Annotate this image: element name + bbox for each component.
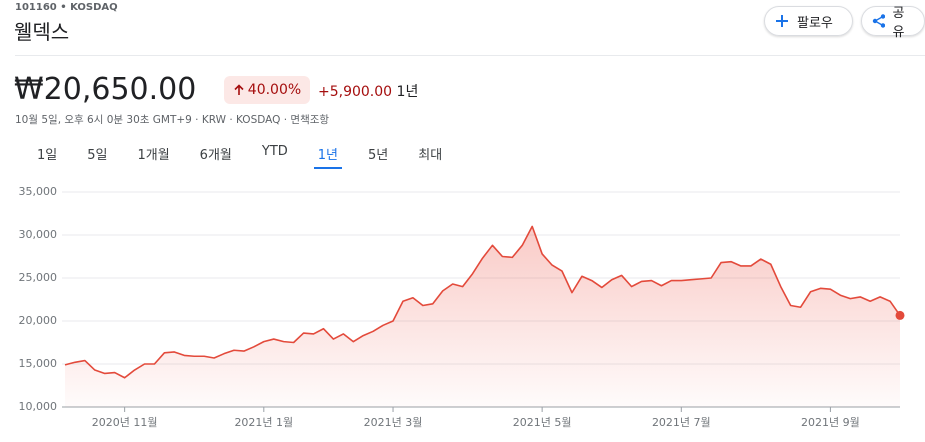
x-tick-label: 2020년 11월: [92, 416, 158, 429]
x-tick-label: 2021년 5월: [513, 416, 572, 429]
change-period: 1년: [396, 84, 419, 100]
follow-label: 팔로우: [797, 15, 833, 31]
change-badge: 40.00%: [224, 76, 310, 104]
change-row: +5,900.00 1년: [318, 81, 418, 101]
range-tab[interactable]: 최대: [418, 148, 443, 163]
x-tick-label: 2021년 3월: [364, 416, 423, 429]
range-tab[interactable]: YTD: [261, 144, 288, 159]
disclaimer-link[interactable]: 면책조항: [290, 114, 330, 126]
plus-icon: [776, 15, 788, 27]
y-tick-label: 15,000: [19, 357, 58, 370]
range-tab[interactable]: 1일: [37, 148, 58, 163]
x-tick-label: 2021년 1월: [234, 416, 293, 429]
up-arrow: [234, 84, 244, 95]
quote-info: 10월 5일, 오후 6시 0분 30초 GMT+9 · KRW · KOSDA…: [15, 112, 329, 127]
change-value: +5,900.00: [318, 84, 393, 100]
chart: 10,000 15,000 20,000 25,000 30,000 35,000 2020…: [19, 185, 905, 429]
range-tabs: 1일 5일 1개월 6개월 YTD 1년 5년 최대: [22, 144, 457, 169]
y-tick-label: 20,000: [19, 314, 58, 327]
stock-name: 웰덱스: [14, 20, 70, 44]
range-tab[interactable]: 6개월: [199, 148, 232, 163]
x-tick-label: 2021년 9월: [801, 416, 860, 429]
range-tab[interactable]: 5년: [368, 148, 389, 163]
share-icon: [872, 14, 885, 28]
change-percent: 40.00%: [247, 82, 302, 98]
last-point: [895, 310, 905, 320]
price-line: [64, 225, 901, 379]
y-tick-label: 25,000: [19, 271, 58, 284]
range-tab[interactable]: 1년: [313, 144, 343, 169]
price: ₩20,650.00: [14, 72, 197, 107]
range-tab[interactable]: 5일: [87, 148, 108, 163]
info-text: 10월 5일, 오후 6시 0분 30초 GMT+9 · KRW · KOSDA…: [15, 114, 288, 126]
y-tick-label: 30,000: [19, 228, 58, 241]
divider: [15, 55, 925, 56]
range-tab[interactable]: 1개월: [137, 148, 170, 163]
x-tick-label: 2021년 7월: [652, 416, 711, 429]
y-tick-label: 35,000: [19, 185, 58, 198]
share-label: 공유: [892, 6, 905, 40]
ticker: 101160 • KOSDAQ: [15, 2, 118, 13]
area: [65, 226, 900, 407]
follow-button[interactable]: 팔로우: [764, 6, 853, 36]
share-button[interactable]: 공유: [861, 6, 925, 40]
y-tick-label: 10,000: [19, 400, 58, 413]
